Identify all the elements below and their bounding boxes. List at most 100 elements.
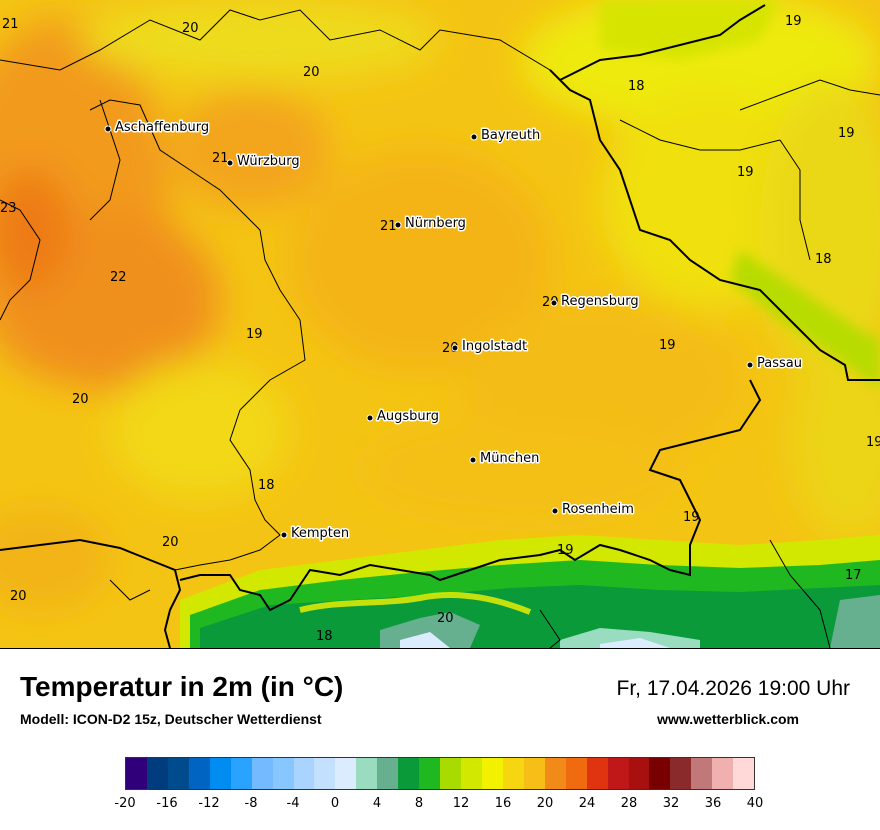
temperature-value: 19: [785, 14, 802, 29]
city-rosenheim: Rosenheim: [551, 501, 635, 519]
temperature-value: 19: [866, 435, 880, 450]
legend-swatch: [691, 758, 713, 789]
legend-tick: -12: [198, 796, 220, 811]
legend-tick: -4: [286, 796, 300, 811]
temperature-value: 17: [845, 568, 862, 583]
legend-swatch: [146, 758, 168, 789]
city-label: Passau: [757, 356, 802, 371]
city-kempten: Kempten: [280, 525, 351, 543]
city-label: Nürnberg: [405, 216, 466, 231]
borders: [0, 4, 880, 648]
city-würzburg: Würzburg: [226, 153, 301, 171]
legend-swatch: [440, 758, 461, 789]
legend-swatch: [377, 758, 399, 789]
legend-swatch: [544, 758, 566, 789]
legend-tick: 40: [746, 796, 764, 811]
model-source: Modell: ICON-D2 15z, Deutscher Wetterdie…: [20, 711, 322, 727]
city-aschaffenburg: Aschaffenburg: [104, 119, 211, 137]
temperature-value: 19: [683, 510, 700, 525]
temperature-value: 18: [258, 478, 275, 493]
legend-tick: -20: [114, 796, 136, 811]
website-link[interactable]: www.wetterblick.com: [657, 711, 799, 727]
city-label: Augsburg: [377, 409, 439, 424]
national-border-switzerland: [0, 538, 182, 648]
temperature-value: 21: [380, 219, 397, 234]
temperature-value: 19: [737, 165, 754, 180]
legend-swatch: [712, 758, 734, 789]
city-dot: [470, 133, 478, 141]
city-dot: [451, 344, 459, 352]
state-border-north: [0, 9, 561, 81]
temperature-value: 19: [659, 338, 676, 353]
legend-tick: 8: [414, 796, 424, 811]
temperature-value: 20: [162, 535, 179, 550]
city-label: Rosenheim: [562, 502, 634, 517]
legend-swatch: [314, 758, 336, 789]
city-regensburg: Regensburg: [550, 293, 640, 311]
city-ingolstadt: Ingolstadt: [451, 338, 529, 356]
legend-swatch: [126, 758, 147, 789]
city-nürnberg: Nürnberg: [394, 215, 467, 233]
map-canvas: 21 20 20 19 18 19 19 21 23 21 18 22 20 19 20 19 20 19 18 19…: [0, 0, 880, 648]
temperature-value: 22: [110, 270, 127, 285]
legend-tick: 0: [330, 796, 340, 811]
color-legend: [125, 757, 755, 790]
city-dot: [280, 531, 288, 539]
city-label: Regensburg: [561, 294, 639, 309]
state-border-bavaria-west: [89, 99, 306, 571]
legend-swatch: [272, 758, 294, 789]
map-title: Temperatur in 2m (in °C): [20, 671, 344, 702]
city-markers: Aschaffenburg Würzburg Bayreuth Nürnberg Reg…: [104, 119, 803, 543]
legend-swatch: [356, 758, 378, 789]
legend-swatch: [607, 758, 629, 789]
temperature-value: 20: [437, 611, 454, 626]
temperature-value: 19: [557, 543, 574, 558]
temperature-value: 23: [0, 201, 17, 216]
city-label: Aschaffenburg: [115, 120, 209, 135]
legend-tick: 32: [662, 796, 680, 811]
legend-tick: 36: [704, 796, 722, 811]
city-label: Würzburg: [237, 154, 300, 169]
legend-swatch: [419, 758, 441, 789]
legend-tick: 28: [620, 796, 638, 811]
legend-swatch: [649, 758, 671, 789]
national-border-czech: [549, 69, 880, 381]
temperature-value: 18: [815, 252, 832, 267]
city-bayreuth: Bayreuth: [470, 127, 542, 145]
city-münchen: München: [469, 450, 541, 468]
legend-tick: 12: [452, 796, 470, 811]
legend-swatch: [251, 758, 273, 789]
legend-swatch: [167, 758, 189, 789]
legend-swatch: [733, 758, 755, 789]
legend-swatch: [565, 758, 587, 789]
temperature-value: 20: [10, 589, 27, 604]
alps-region: [180, 535, 880, 648]
temperature-value: 21: [2, 17, 19, 32]
legend-tick: 20: [536, 796, 554, 811]
city-dot: [226, 159, 234, 167]
legend-swatch: [628, 758, 650, 789]
temperature-value: 21: [212, 151, 229, 166]
city-passau: Passau: [746, 355, 803, 373]
legend-tick: 16: [494, 796, 512, 811]
temperature-value: 19: [246, 327, 263, 342]
legend-swatch: [523, 758, 545, 789]
temperature-value: 18: [628, 79, 645, 94]
footer: Temperatur in 2m (in °C) Modell: ICON-D2…: [0, 649, 880, 830]
legend-swatch: [335, 758, 357, 789]
legend-tick: 24: [578, 796, 596, 811]
legend-swatch: [188, 758, 210, 789]
city-label: München: [480, 451, 539, 466]
legend-swatch: [461, 758, 482, 789]
city-dot: [394, 221, 402, 229]
city-dot: [104, 125, 112, 133]
legend-swatch: [230, 758, 252, 789]
city-dot: [746, 361, 754, 369]
state-border-austria-inner: [109, 539, 831, 648]
forecast-datetime: Fr, 17.04.2026 19:00 Uhr: [616, 677, 851, 700]
city-label: Bayreuth: [481, 128, 540, 143]
temperature-value: 20: [182, 21, 199, 36]
national-border-north-east: [559, 4, 766, 81]
temperature-value: 20: [72, 392, 89, 407]
temperature-value: 18: [316, 629, 333, 644]
